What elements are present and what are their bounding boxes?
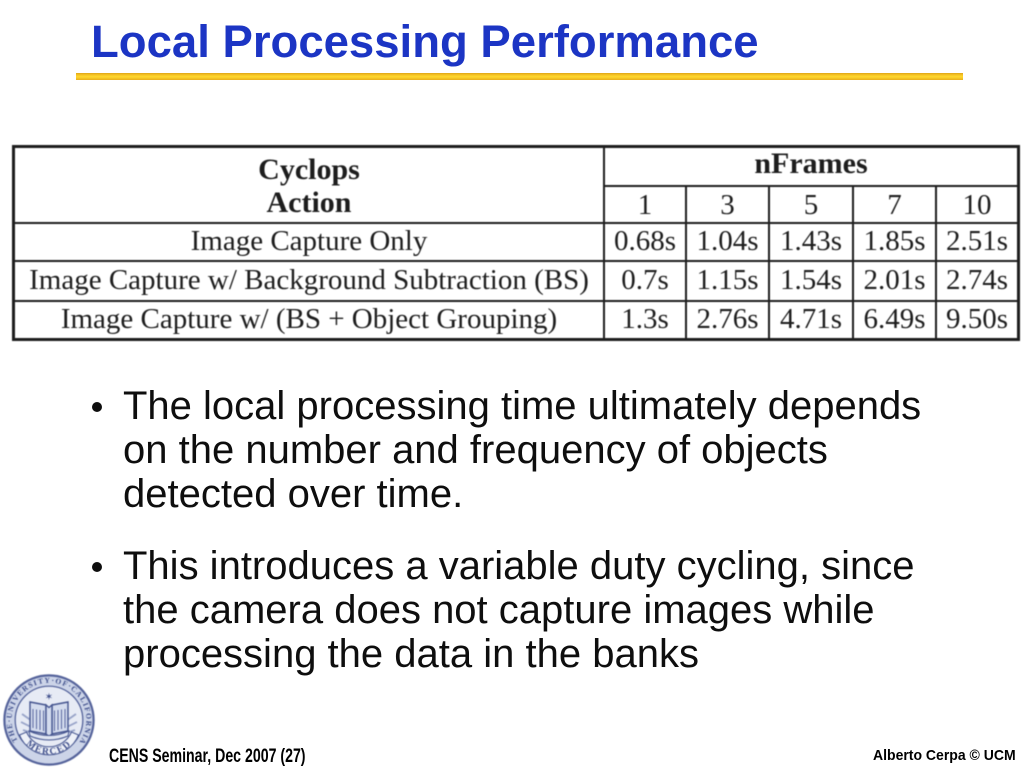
- svg-text:✶: ✶: [45, 692, 53, 703]
